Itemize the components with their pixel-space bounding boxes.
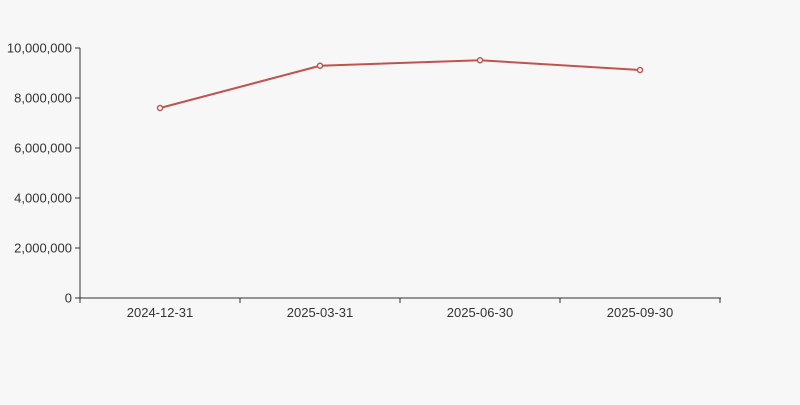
data-point-marker — [156, 104, 164, 112]
y-axis-tick-label: 4,000,000 — [14, 191, 72, 206]
x-axis-tick-label: 2024-12-31 — [127, 305, 194, 320]
y-axis-tick-label: 2,000,000 — [14, 241, 72, 256]
data-point-marker — [476, 57, 484, 64]
y-axis-tick-label: 8,000,000 — [14, 91, 72, 106]
x-axis-tick-label: 2025-03-31 — [287, 305, 354, 320]
y-axis-tick-label: 10,000,000 — [7, 41, 72, 56]
x-axis-tick-label: 2025-09-30 — [607, 305, 674, 320]
data-point-marker — [316, 62, 324, 69]
series-line — [159, 59, 641, 109]
y-axis-tick-label: 6,000,000 — [14, 141, 72, 156]
data-point-marker — [636, 66, 644, 74]
x-axis-tick-label: 2025-06-30 — [447, 305, 514, 320]
y-axis-tick-label: 0 — [65, 291, 72, 306]
